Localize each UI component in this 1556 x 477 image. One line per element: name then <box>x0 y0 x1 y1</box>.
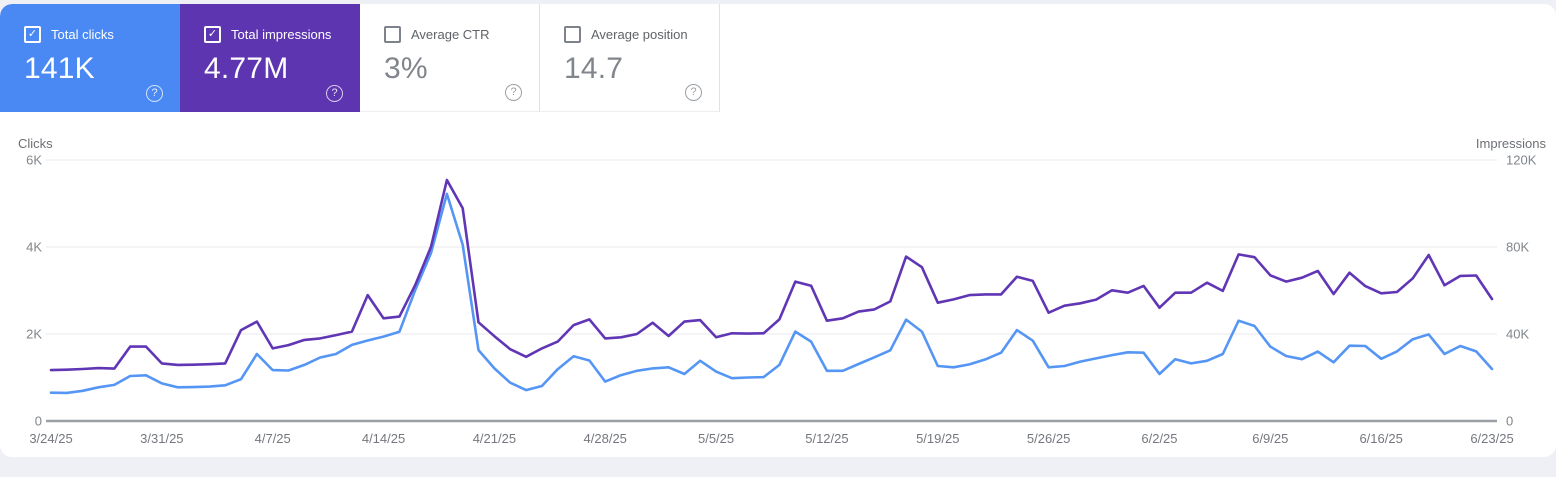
metrics-row-filler <box>720 4 1556 112</box>
help-icon[interactable]: ? <box>505 84 522 101</box>
left-axis-tick: 2K <box>26 327 42 342</box>
help-icon[interactable]: ? <box>146 85 163 102</box>
checkmark-icon: ✓ <box>207 27 218 40</box>
x-axis-tick: 5/5/25 <box>698 431 734 446</box>
metric-card-label: Average CTR <box>411 26 490 42</box>
clicks-line[interactable] <box>49 192 1494 395</box>
checkmark-icon: ✓ <box>27 27 38 40</box>
metric-card-label: Average position <box>591 26 688 42</box>
left-axis-title: Clicks <box>18 136 53 151</box>
checkbox-total-impressions[interactable]: ✓ <box>204 25 221 43</box>
metric-card-total-impressions[interactable]: ✓ Total impressions 4.77M ? <box>180 4 360 112</box>
metric-card-header: Average position <box>564 25 703 43</box>
metric-card-value: 4.77M <box>204 52 289 85</box>
checkbox-total-clicks[interactable]: ✓ <box>24 25 41 43</box>
left-axis-tick: 6K <box>26 153 42 168</box>
left-axis-tick: 4K <box>26 240 42 255</box>
metric-cards-row: ✓ Total clicks 141K ? ✓ Total impression… <box>0 4 1556 112</box>
metric-card-value: 14.7 <box>564 52 624 85</box>
x-axis-tick: 6/16/25 <box>1359 431 1402 446</box>
x-axis-tick: 6/9/25 <box>1252 431 1288 446</box>
right-axis-title: Impressions <box>1476 136 1547 151</box>
right-axis-tick: 120K <box>1506 153 1537 168</box>
x-axis-tick: 3/31/25 <box>140 431 183 446</box>
metric-card-average-ctr[interactable]: Average CTR 3% ? <box>360 4 540 112</box>
performance-panel: ✓ Total clicks 141K ? ✓ Total impression… <box>0 4 1556 457</box>
right-axis-tick: 80K <box>1506 240 1529 255</box>
metric-card-header: ✓ Total impressions <box>204 25 344 43</box>
checkbox-average-position[interactable] <box>564 25 581 43</box>
right-axis-tick: 0 <box>1506 414 1513 429</box>
metric-card-label: Total impressions <box>231 26 332 42</box>
help-icon[interactable]: ? <box>326 85 343 102</box>
x-axis-tick: 3/24/25 <box>29 431 72 446</box>
metric-card-header: ✓ Total clicks <box>24 25 164 43</box>
metric-card-total-clicks[interactable]: ✓ Total clicks 141K ? <box>0 4 180 112</box>
x-axis-tick: 4/7/25 <box>255 431 291 446</box>
x-axis-tick: 6/2/25 <box>1141 431 1177 446</box>
metric-card-value: 3% <box>384 52 428 85</box>
metric-card-average-position[interactable]: Average position 14.7 ? <box>540 4 720 112</box>
x-axis-tick: 4/28/25 <box>584 431 627 446</box>
metric-card-value: 141K <box>24 52 95 85</box>
impressions-line[interactable] <box>49 178 1494 372</box>
x-axis-tick: 5/12/25 <box>805 431 848 446</box>
checkbox-average-ctr[interactable] <box>384 25 401 43</box>
metric-card-header: Average CTR <box>384 25 523 43</box>
x-axis-tick: 4/21/25 <box>473 431 516 446</box>
help-icon[interactable]: ? <box>685 84 702 101</box>
x-axis-tick: 4/14/25 <box>362 431 405 446</box>
x-axis-tick: 5/26/25 <box>1027 431 1070 446</box>
right-axis-tick: 40K <box>1506 327 1529 342</box>
metric-card-label: Total clicks <box>51 26 114 42</box>
x-axis-tick: 5/19/25 <box>916 431 959 446</box>
left-axis-tick: 0 <box>35 414 42 429</box>
x-axis-tick: 6/23/25 <box>1470 431 1513 446</box>
